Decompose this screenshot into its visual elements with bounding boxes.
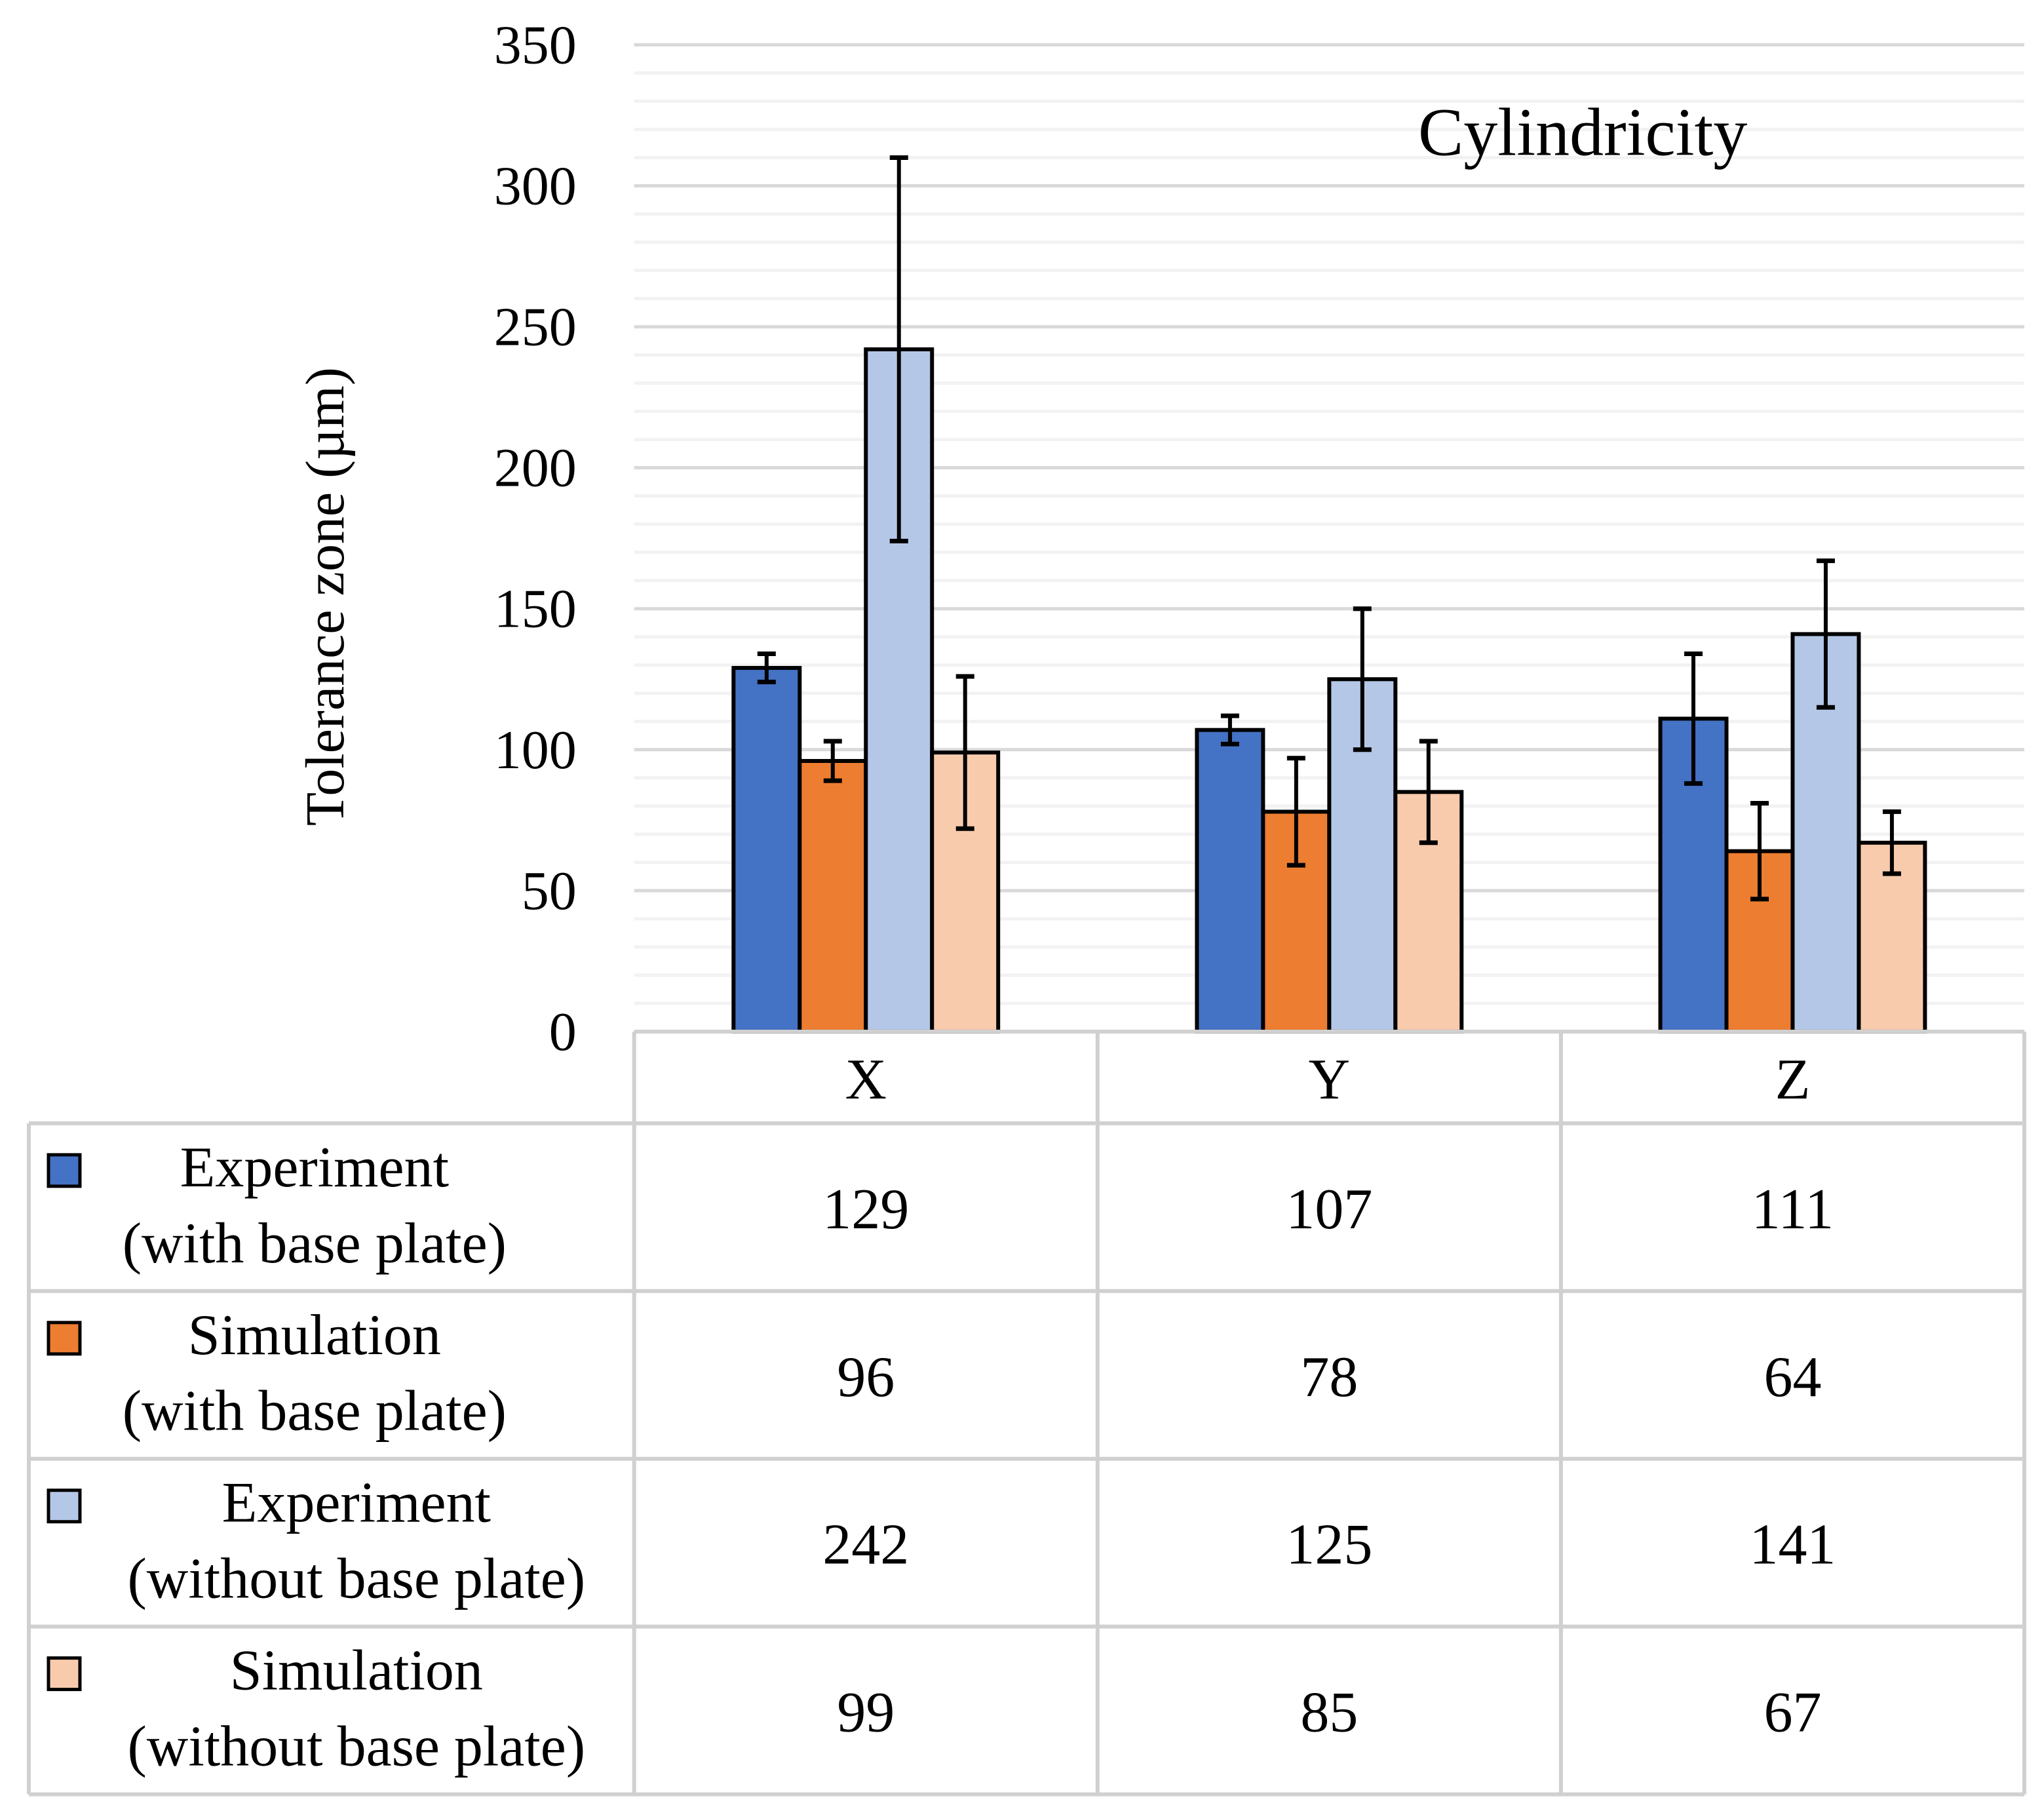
table-value: 107 bbox=[1286, 1178, 1372, 1241]
table-value: 242 bbox=[822, 1513, 909, 1577]
table-value: 96 bbox=[837, 1346, 895, 1409]
error-bar bbox=[757, 652, 776, 685]
error-bar bbox=[1220, 713, 1239, 747]
x-category-label: X bbox=[845, 1048, 887, 1112]
legend-label: (without base plate) bbox=[128, 1547, 586, 1611]
error-bar bbox=[1684, 652, 1703, 786]
error-bar bbox=[1882, 809, 1901, 876]
error-bar bbox=[889, 155, 908, 543]
legend-label: Experiment bbox=[180, 1136, 449, 1199]
error-bar bbox=[1353, 606, 1372, 752]
table-value: 125 bbox=[1286, 1513, 1372, 1577]
table-value: 99 bbox=[837, 1681, 895, 1745]
legend-label: (without base plate) bbox=[128, 1715, 586, 1779]
y-tick-label: 0 bbox=[549, 1002, 577, 1062]
legend-label: (with base plate) bbox=[123, 1380, 507, 1443]
y-tick-label: 250 bbox=[494, 297, 577, 358]
table-value: 78 bbox=[1300, 1346, 1358, 1409]
y-tick-label: 100 bbox=[494, 720, 577, 781]
x-category-label: Z bbox=[1775, 1048, 1811, 1112]
legend-label: Experiment bbox=[222, 1471, 491, 1535]
legend-swatch bbox=[47, 1321, 82, 1356]
data-table: X Y Z Experiment (with base plate) 129 107 111 S… bbox=[26, 1029, 2027, 1797]
error-bar bbox=[955, 674, 974, 831]
table-value: 111 bbox=[1752, 1178, 1834, 1241]
error-bar bbox=[1750, 801, 1769, 902]
legend-swatch bbox=[47, 1488, 82, 1524]
x-category-label: Y bbox=[1309, 1048, 1351, 1112]
y-axis-label: Tolerance zone (µm) bbox=[295, 367, 356, 826]
legend-swatch bbox=[47, 1153, 82, 1188]
y-tick-label: 150 bbox=[494, 579, 577, 640]
y-tick-labels: 0 50 100 150 200 250 300 350 bbox=[494, 14, 577, 1062]
legend-label: (with base plate) bbox=[123, 1212, 507, 1275]
table-value: 64 bbox=[1764, 1346, 1821, 1409]
table-value: 67 bbox=[1764, 1681, 1821, 1745]
error-bar bbox=[823, 739, 842, 783]
error-bar bbox=[1419, 739, 1438, 846]
legend-label: Simulation bbox=[188, 1304, 441, 1367]
bars bbox=[731, 155, 1927, 1034]
bar bbox=[1195, 728, 1265, 1034]
y-tick-label: 300 bbox=[494, 155, 577, 216]
chart-title: Cylindricity bbox=[1418, 94, 1747, 170]
table-value: 85 bbox=[1300, 1681, 1358, 1745]
bar bbox=[798, 758, 868, 1034]
bar bbox=[731, 666, 802, 1034]
y-tick-label: 50 bbox=[522, 861, 577, 922]
error-bar bbox=[1286, 756, 1305, 868]
error-bar bbox=[1816, 558, 1835, 710]
y-tick-label: 200 bbox=[494, 438, 577, 499]
y-tick-label: 350 bbox=[494, 14, 577, 75]
table-value: 129 bbox=[822, 1178, 909, 1241]
table-value: 141 bbox=[1749, 1513, 1836, 1577]
legend-label: Simulation bbox=[230, 1639, 483, 1703]
legend-swatch bbox=[47, 1656, 82, 1692]
